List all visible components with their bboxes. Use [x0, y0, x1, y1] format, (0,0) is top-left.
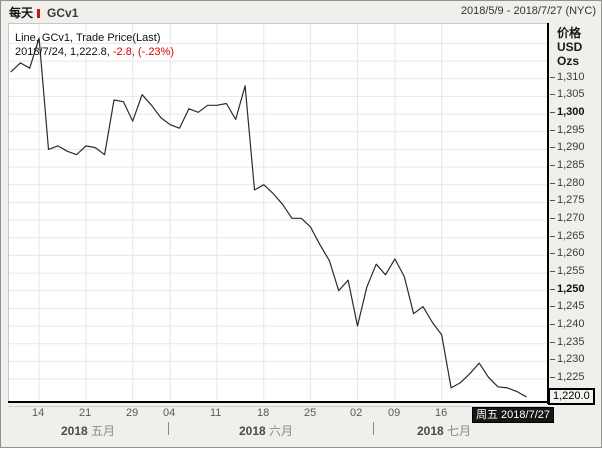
legend-date-price: 2018/7/24, 1,222.8,: [15, 46, 110, 58]
y-tick-dash: [550, 76, 555, 78]
month-label: 2018 七月: [417, 422, 471, 439]
date-range-label: 2018/5/9 - 2018/7/27 (NYC): [460, 5, 596, 17]
month-label: 2018 六月: [239, 422, 293, 439]
x-tick-label: 25: [304, 407, 317, 419]
chart-title: 每天 GCv1: [9, 4, 78, 21]
y-tick-label: 1,240: [550, 318, 585, 330]
y-tick-dash: [550, 323, 555, 325]
y-tick-dash: [550, 182, 555, 184]
month-year: 2018: [239, 424, 266, 438]
x-tick-label: 18: [257, 407, 270, 419]
footer-strip: [0, 448, 602, 456]
y-tick-label: 1,285: [550, 159, 585, 171]
y-tick-label: 1,260: [550, 247, 585, 259]
y-axis-title-line: 价格: [557, 26, 582, 40]
x-tick-label: 09: [388, 407, 401, 419]
month-name: 六月: [269, 424, 294, 438]
y-axis-title-line: USD: [557, 40, 583, 54]
x-tick-label: 16: [435, 407, 448, 419]
y-tick-dash: [550, 341, 555, 343]
y-tick-label: 1,290: [550, 141, 585, 153]
y-tick-label: 1,250: [550, 283, 585, 295]
legend-change-negative: -2.8, (-.23%): [109, 46, 174, 58]
legend-series-label: Line, GCv1, Trade Price(Last): [15, 32, 161, 44]
x-tick-label: 29: [126, 407, 139, 419]
x-tick-label: 04: [163, 407, 176, 419]
y-tick-label: 1,310: [550, 71, 585, 83]
y-axis-title: 价格 USD Ozs: [557, 26, 582, 68]
x-axis-line: [8, 401, 549, 403]
y-tick-label: 1,295: [550, 124, 585, 136]
frequency-label: 每天: [9, 6, 34, 20]
y-tick-label: 1,280: [550, 177, 585, 189]
y-tick-dash: [550, 305, 555, 307]
symbol-label: GCv1: [47, 6, 79, 20]
month-separator: [373, 422, 374, 435]
chart-legend: Line, GCv1, Trade Price(Last) 2018/7/24,…: [15, 31, 174, 59]
price-line: [10, 37, 527, 398]
month-year: 2018: [417, 424, 444, 438]
y-tick-dash: [550, 358, 555, 360]
last-date-marker: 周五 2018/7/27: [472, 407, 554, 423]
y-tick-dash: [550, 164, 555, 166]
month-separator: [168, 422, 169, 435]
y-tick-dash: [550, 288, 555, 290]
y-tick-dash: [550, 199, 555, 201]
y-tick-dash: [550, 235, 555, 237]
legend-last-values: 2018/7/24, 1,222.8, -2.8, (-.23%): [15, 45, 174, 59]
y-tick-dash: [550, 270, 555, 272]
x-axis-subline: [8, 406, 547, 407]
y-tick-label: 1,255: [550, 265, 585, 277]
y-tick-dash: [550, 111, 555, 113]
y-tick-dash: [550, 376, 555, 378]
month-year: 2018: [61, 424, 88, 438]
y-tick-dash: [550, 252, 555, 254]
x-tick-label: 14: [32, 407, 45, 419]
month-name: 五月: [91, 424, 116, 438]
y-tick-label: 1,305: [550, 88, 585, 100]
y-tick-label: 1,275: [550, 194, 585, 206]
y-tick-label: 1,245: [550, 300, 585, 312]
y-tick-label: 1,300: [550, 106, 585, 118]
x-tick-label: 02: [350, 407, 363, 419]
y-tick-label: 1,265: [550, 230, 585, 242]
price-line-chart: [9, 24, 548, 402]
red-cursor-icon: [37, 9, 41, 19]
y-tick-label: 1,235: [550, 336, 585, 348]
last-price-marker: 1,220.0: [548, 388, 595, 405]
y-axis-title-line: Ozs: [557, 54, 580, 68]
title-bar: 每天 GCv1 2018/5/9 - 2018/7/27 (NYC): [1, 1, 601, 22]
y-tick-dash: [550, 217, 555, 219]
y-tick-dash: [550, 129, 555, 131]
x-tick-label: 21: [79, 407, 92, 419]
y-tick-label: 1,230: [550, 353, 585, 365]
chart-canvas[interactable]: [8, 23, 548, 402]
y-axis-line: [547, 23, 549, 404]
y-tick-label: 1,270: [550, 212, 585, 224]
y-tick-label: 1,225: [550, 371, 585, 383]
y-tick-dash: [550, 93, 555, 95]
month-label: 2018 五月: [61, 422, 115, 439]
month-name: 七月: [447, 424, 472, 438]
y-tick-dash: [550, 146, 555, 148]
x-tick-label: 11: [210, 407, 222, 419]
